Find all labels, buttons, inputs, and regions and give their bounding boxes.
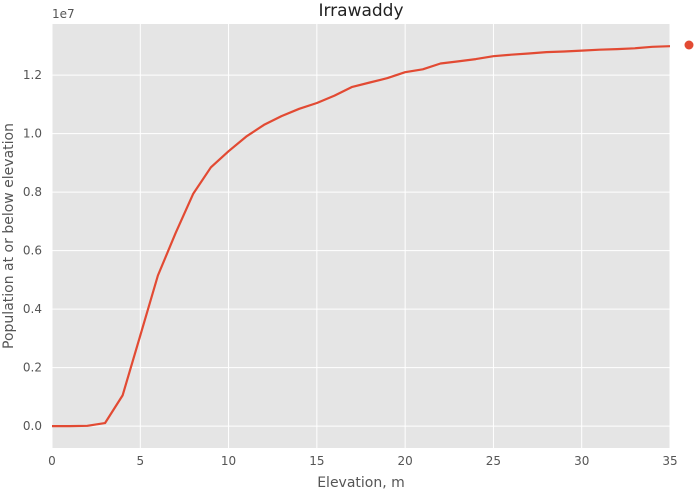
chart-title: Irrawaddy xyxy=(318,1,403,21)
grid xyxy=(51,24,671,448)
y-tick-label: 0.4 xyxy=(23,302,42,316)
x-axis-label: Elevation, m xyxy=(317,475,405,491)
x-tick-label: 0 xyxy=(48,454,56,468)
series-group xyxy=(52,45,671,428)
x-tick-label: 5 xyxy=(136,454,144,468)
x-tick-label: 10 xyxy=(221,454,236,468)
y-tick-label: 0.8 xyxy=(23,185,42,199)
y-tick-label: 0.2 xyxy=(23,361,42,375)
x-tick-label: 20 xyxy=(398,454,413,468)
y-tick-label: 0.6 xyxy=(23,244,42,258)
x-tick-label: 15 xyxy=(309,454,324,468)
y-axis-label: Population at or below elevation xyxy=(1,123,17,349)
x-tick-label: 25 xyxy=(486,454,501,468)
x-tick-label: 30 xyxy=(574,454,589,468)
legend-marker xyxy=(684,40,694,50)
y-axis-ticks: 0.0 0.2 0.4 0.6 0.8 1.0 1.2 xyxy=(23,68,42,433)
y-tick-label: 0.0 xyxy=(23,419,42,433)
y-axis-offset-label: 1e7 xyxy=(52,7,75,21)
y-tick-label: 1.2 xyxy=(23,68,42,82)
x-axis-ticks: 0 5 10 15 20 25 30 35 xyxy=(48,454,677,468)
plot-area xyxy=(52,24,670,448)
y-tick-label: 1.0 xyxy=(23,127,42,141)
x-tick-label: 35 xyxy=(662,454,677,468)
series-line xyxy=(52,45,671,428)
